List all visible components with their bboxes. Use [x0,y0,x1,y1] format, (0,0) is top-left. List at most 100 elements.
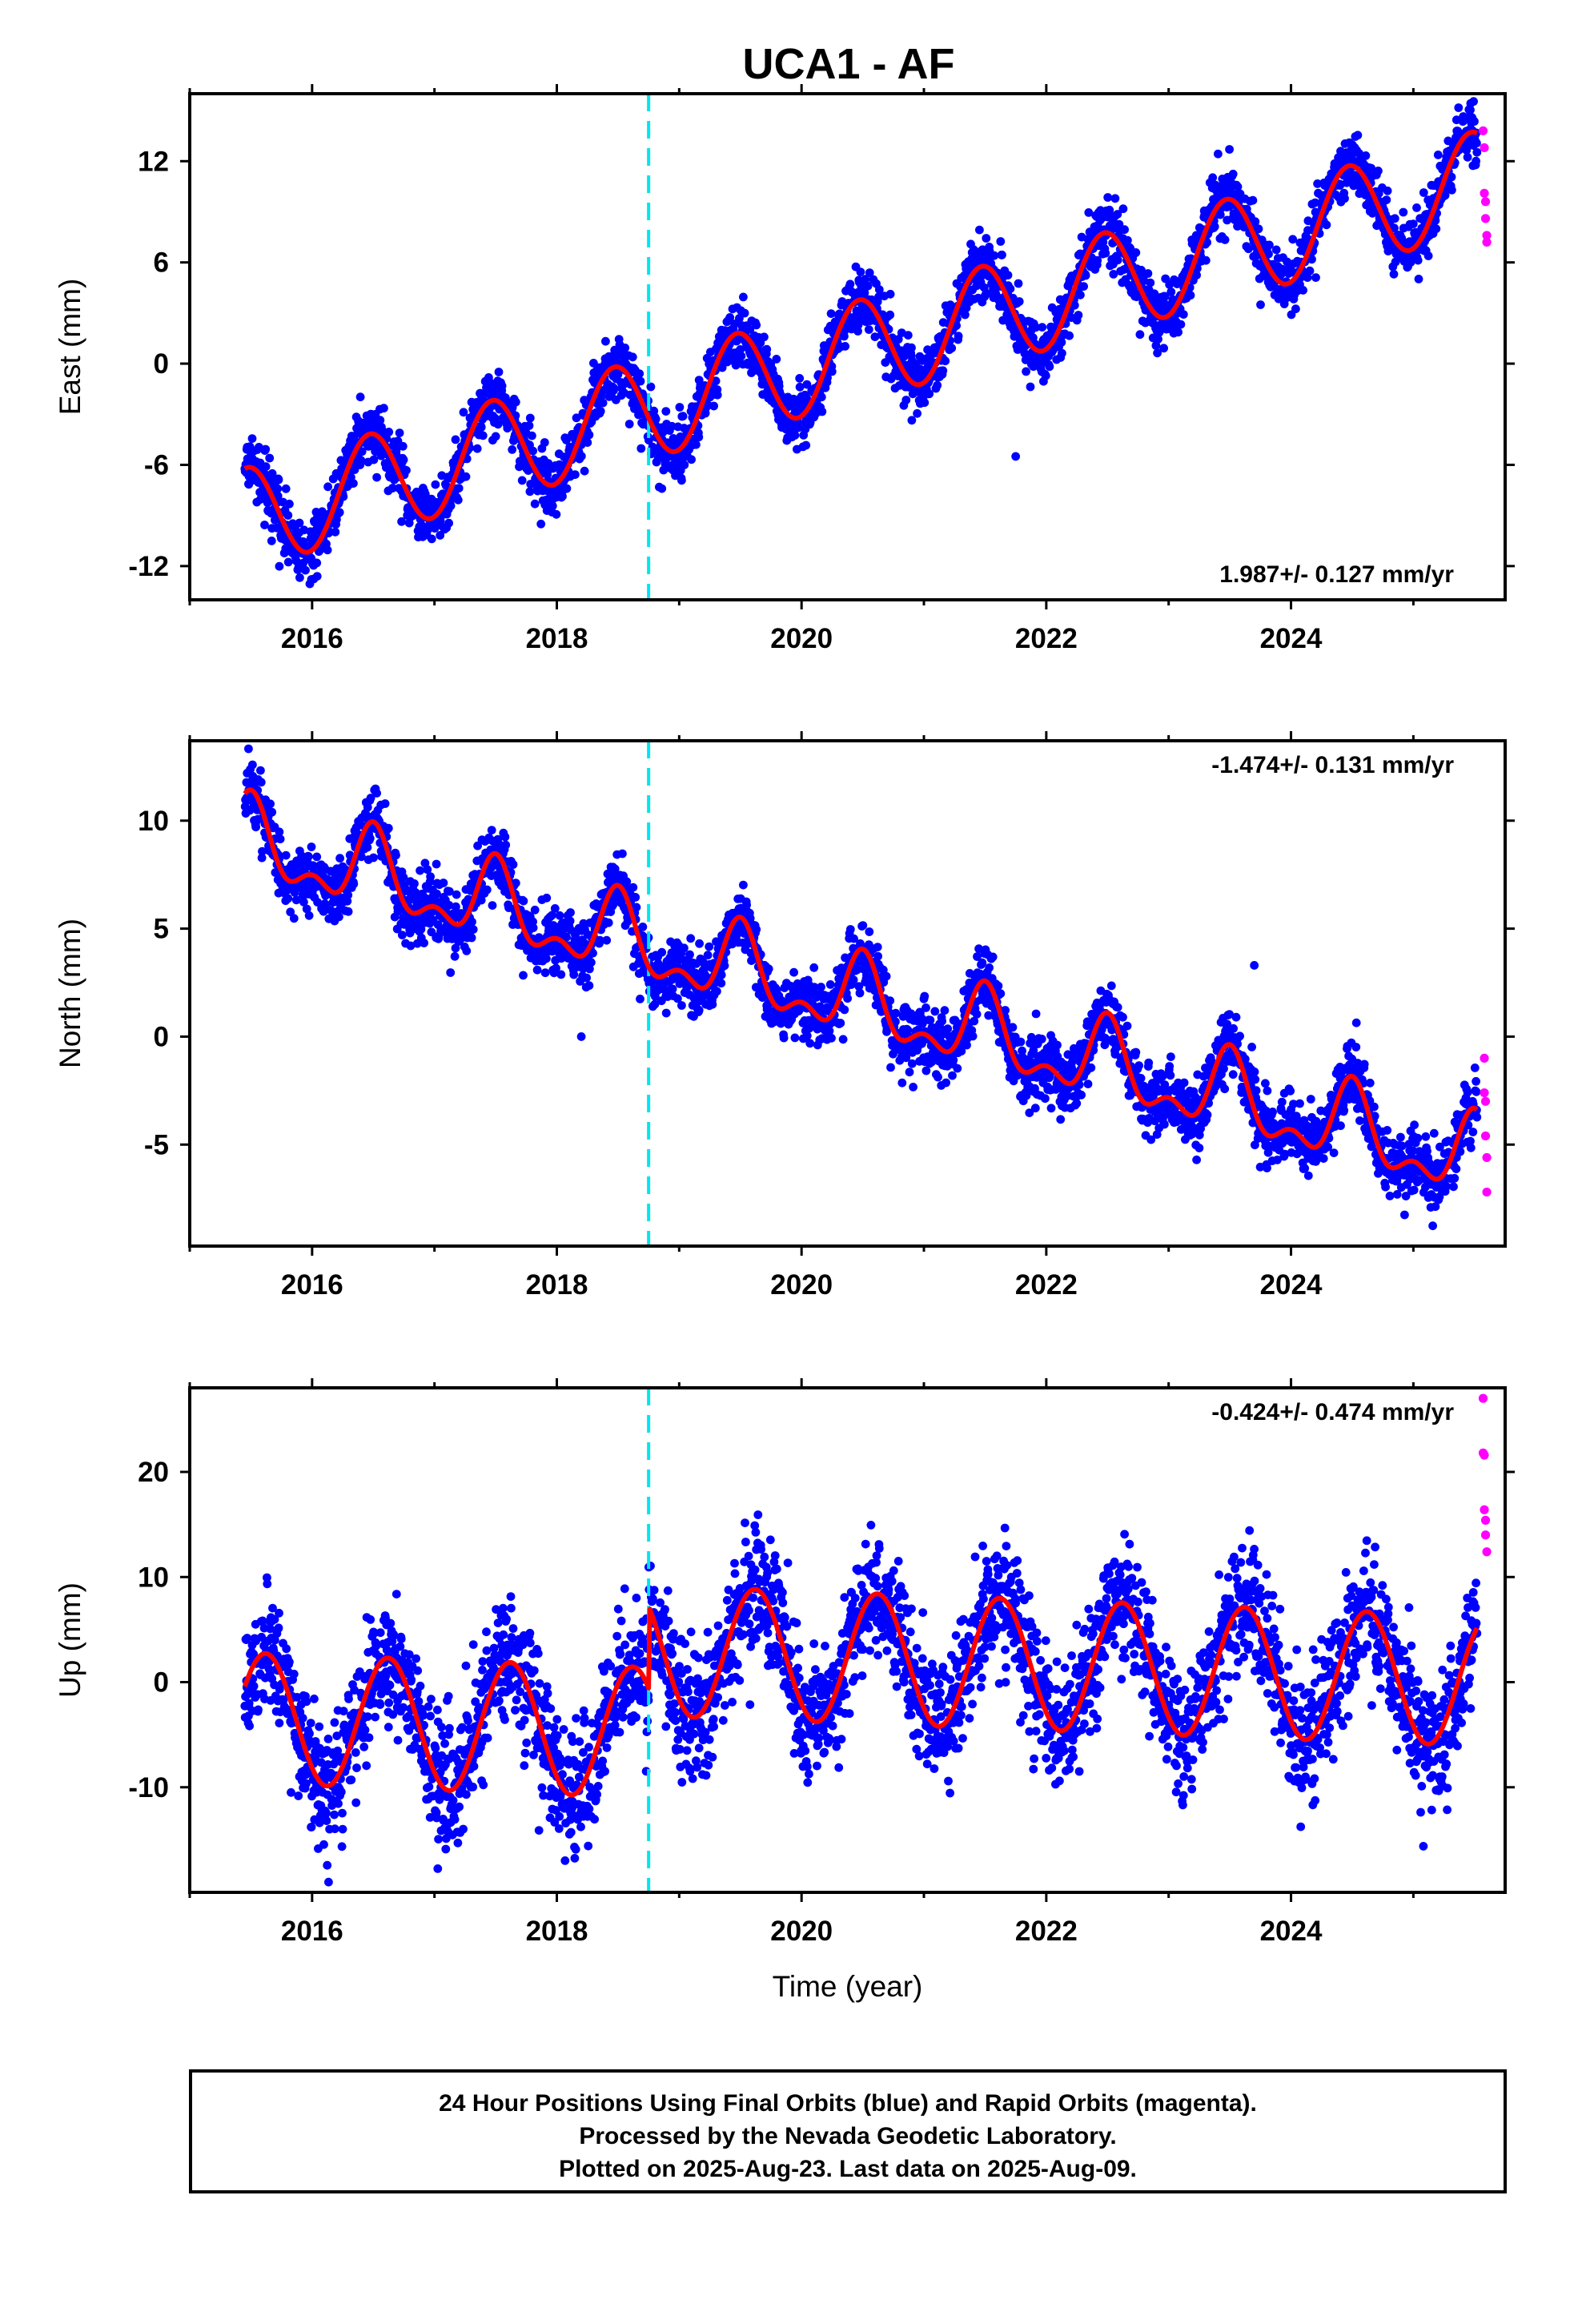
y-tick-label: -12 [128,551,169,582]
final-orbit-point [1256,300,1265,309]
final-orbit-point [737,352,746,360]
outlier-point [1011,452,1021,461]
final-orbit-point [285,499,294,509]
final-orbit-point [302,904,311,914]
final-orbit-point [283,511,293,520]
final-orbit-point [494,368,504,376]
final-orbit-point [357,447,367,456]
final-orbit-point [275,561,284,571]
final-orbit-point [1447,185,1456,195]
final-orbit-point [275,834,285,844]
final-orbit-point [794,423,803,432]
final-orbit-point [885,310,895,320]
final-orbit-point [677,476,686,485]
final-orbit-point [468,917,476,927]
final-orbit-point [1153,348,1162,358]
final-orbit-point [1154,335,1162,344]
final-orbit-point [790,1033,800,1043]
final-orbit-point [335,854,344,863]
final-orbit-point [1006,284,1015,293]
final-orbit-point [933,380,942,390]
final-orbit-point [1210,222,1219,231]
chart-title: UCA1 - AF [743,40,955,88]
final-orbit-point [1192,271,1201,279]
final-orbit-point [809,983,819,991]
final-orbit-point [609,384,619,393]
final-orbit-point [1118,204,1128,214]
final-orbit-point [410,879,419,888]
final-orbit-point [555,911,564,920]
final-orbit-point [861,275,870,284]
final-orbit-point [760,332,769,342]
final-orbit-point [444,901,454,910]
final-orbit-point [528,923,538,932]
final-orbit-point [1390,214,1399,223]
final-orbit-point [982,289,991,298]
final-orbit-point [312,572,322,581]
final-orbit-point [380,799,390,808]
final-orbit-point [1423,251,1433,260]
final-orbit-point [1303,273,1312,282]
final-orbit-point [558,492,567,501]
final-orbit-point [1159,344,1168,353]
x-tick-label: 2016 [281,623,343,654]
final-orbit-point [519,896,528,906]
final-orbit-point [261,444,271,454]
final-orbit-point [571,470,580,479]
final-orbit-point [1470,117,1479,127]
final-orbit-point [762,344,772,354]
final-orbit-point [550,904,560,913]
final-orbit-point [651,414,661,424]
final-orbit-point [996,237,1006,246]
final-orbit-point [399,873,408,883]
final-orbit-point [632,903,641,912]
final-orbit-point [566,908,575,917]
final-orbit-point [1454,103,1464,112]
final-orbit-point [303,852,313,861]
final-orbit-point [628,883,638,892]
final-orbit-point [961,310,970,320]
final-orbit-point [283,894,293,903]
final-orbit-point [853,327,862,336]
rapid-orbit-point [1480,188,1489,198]
final-orbit-point [1014,279,1023,288]
final-orbit-point [312,558,322,568]
final-orbit-point [476,423,486,432]
final-orbit-point [685,950,694,959]
final-orbit-point [636,995,644,1003]
final-orbit-point [873,943,882,951]
final-orbit-point [365,834,375,843]
final-orbit-point [487,826,496,834]
final-orbit-point [1014,297,1024,306]
final-orbit-point [1383,186,1392,195]
final-orbit-point [369,455,379,464]
final-orbit-point [391,850,400,860]
final-orbit-point [636,376,645,386]
final-orbit-point [1123,235,1132,245]
final-orbit-point [307,842,316,851]
final-orbit-point [265,453,275,463]
final-orbit-point [871,1000,881,1010]
rapid-orbit-point [1480,214,1491,223]
final-orbit-point [779,1033,789,1043]
final-orbit-point [701,971,710,979]
final-orbit-point [1076,290,1085,300]
final-orbit-point [540,968,550,978]
final-orbit-point [817,392,826,402]
final-orbit-point [795,382,805,392]
final-orbit-point [528,446,537,456]
final-orbit-point [901,396,911,404]
y-tick-label: 6 [154,247,169,279]
final-orbit-point [508,860,518,869]
final-orbit-point [1251,217,1260,227]
final-orbit-point [825,1026,834,1035]
final-orbit-point [588,948,597,958]
final-orbit-point [387,484,397,493]
final-orbit-point [1419,188,1428,197]
final-orbit-point [1214,149,1223,159]
final-orbit-point [281,850,291,860]
final-orbit-point [717,979,726,988]
final-orbit-point [705,942,714,951]
final-orbit-point [432,859,441,869]
